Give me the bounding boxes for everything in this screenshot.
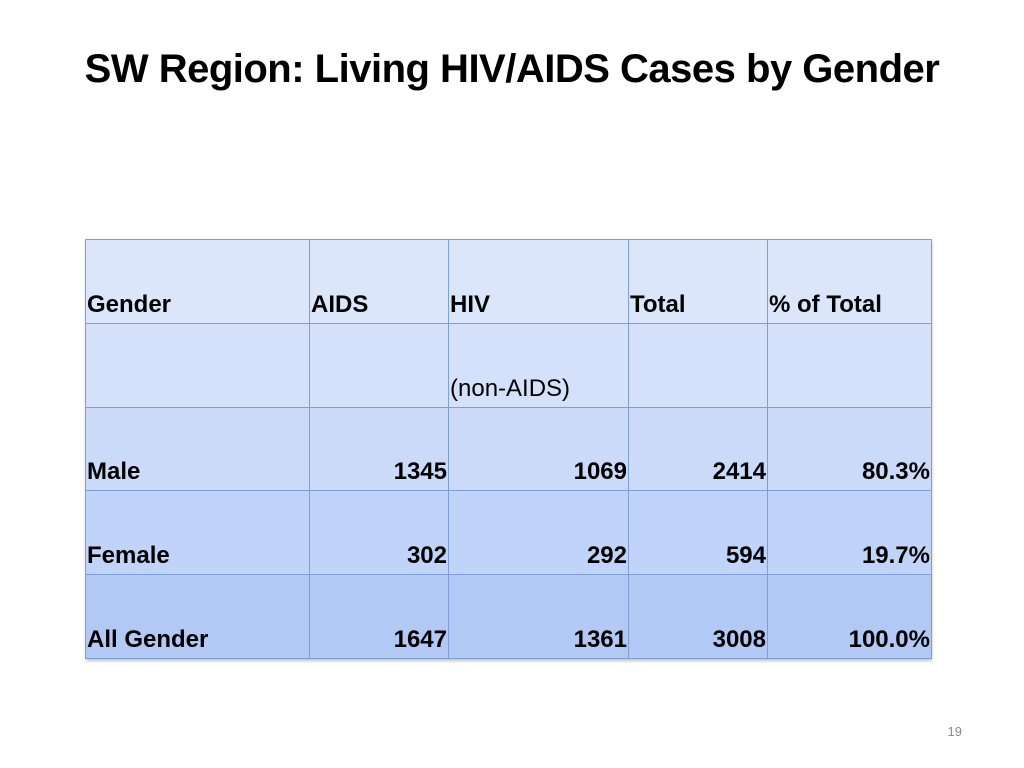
subheader-cell-hiv-note: (non-AIDS) bbox=[448, 322, 629, 408]
table-row: Male 1345 1069 2414 80.3% bbox=[85, 406, 932, 492]
hiv-value: 292 bbox=[448, 490, 629, 576]
subheader-cell bbox=[767, 322, 932, 408]
table-header-row: Gender AIDS HIV Total % of Total bbox=[85, 239, 932, 324]
aids-value: 1345 bbox=[309, 406, 449, 492]
slide-number: 19 bbox=[947, 724, 962, 739]
total-value: 3008 bbox=[628, 574, 768, 659]
subheader-cell bbox=[309, 322, 449, 408]
data-table: Gender AIDS HIV Total % of Total (non-AI… bbox=[85, 239, 932, 659]
total-value: 594 bbox=[628, 490, 768, 576]
aids-value: 302 bbox=[309, 490, 449, 576]
table-subheader-row: (non-AIDS) bbox=[85, 322, 932, 408]
percent-value: 80.3% bbox=[767, 406, 932, 492]
header-cell-aids: AIDS bbox=[309, 239, 449, 324]
subheader-cell bbox=[85, 322, 310, 408]
total-value: 2414 bbox=[628, 406, 768, 492]
header-cell-hiv: HIV bbox=[448, 239, 629, 324]
percent-value: 19.7% bbox=[767, 490, 932, 576]
hiv-value: 1361 bbox=[448, 574, 629, 659]
slide-title: SW Region: Living HIV/AIDS Cases by Gend… bbox=[84, 47, 940, 91]
header-cell-percent-of-total: % of Total bbox=[767, 239, 932, 324]
aids-value: 1647 bbox=[309, 574, 449, 659]
percent-value: 100.0% bbox=[767, 574, 932, 659]
table-row: Female 302 292 594 19.7% bbox=[85, 490, 932, 576]
table-row: All Gender 1647 1361 3008 100.0% bbox=[85, 574, 932, 659]
row-label: All Gender bbox=[85, 574, 310, 659]
header-cell-total: Total bbox=[628, 239, 768, 324]
header-cell-gender: Gender bbox=[85, 239, 310, 324]
subheader-cell bbox=[628, 322, 768, 408]
data-table-container: Gender AIDS HIV Total % of Total (non-AI… bbox=[85, 239, 932, 659]
hiv-value: 1069 bbox=[448, 406, 629, 492]
row-label: Male bbox=[85, 406, 310, 492]
row-label: Female bbox=[85, 490, 310, 576]
